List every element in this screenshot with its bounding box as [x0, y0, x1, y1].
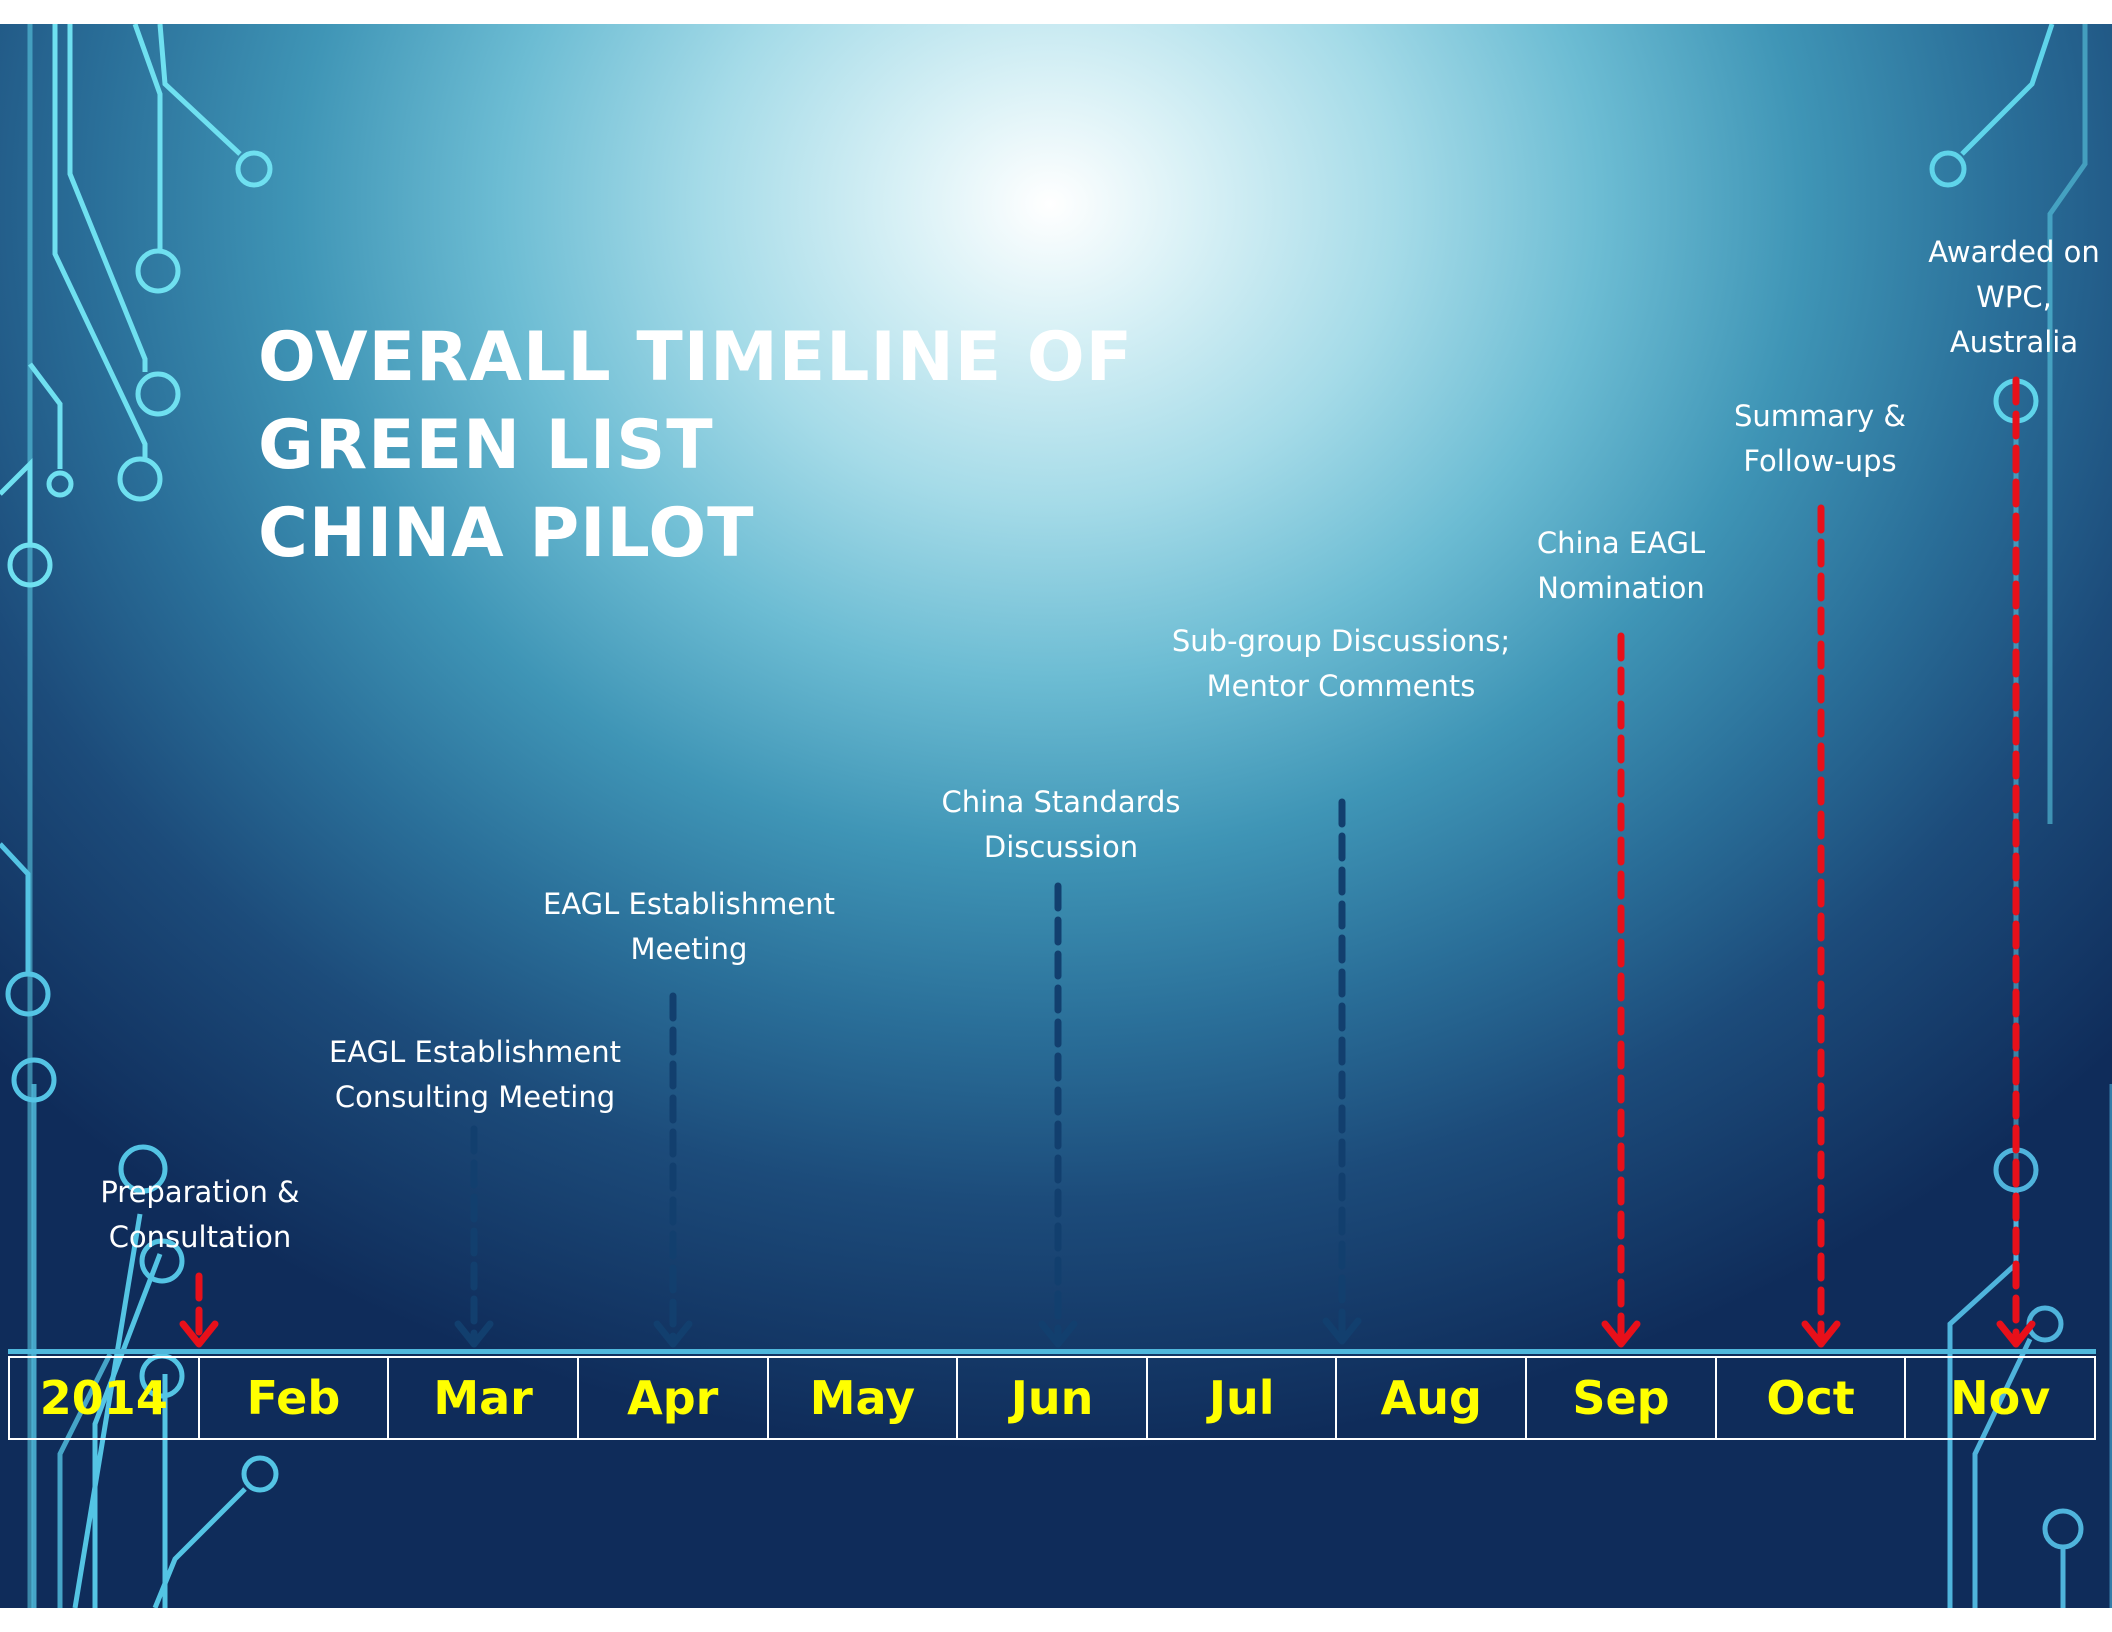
title-line: CHINA PILOT	[258, 494, 755, 573]
month-cell: Apr	[576, 1358, 767, 1438]
month-cell: Sep	[1525, 1358, 1715, 1438]
event-label-eagl-consulting: EAGL Establishment Consulting Meeting	[329, 1035, 621, 1114]
month-cell: Nov	[1904, 1358, 2094, 1438]
event-label-nomination: China EAGL Nomination	[1536, 526, 1706, 605]
month-cell: Mar	[387, 1358, 577, 1438]
arrow-nomination	[1601, 632, 1641, 1348]
event-label-eagl-meeting: EAGL Establishment Meeting	[543, 887, 835, 966]
month-cell: Feb	[197, 1358, 388, 1438]
arrow-subgroup	[1322, 798, 1362, 1345]
month-cell: Jul	[1145, 1358, 1336, 1438]
month-bar: 2014 Feb Mar Apr May Jun Jul Aug Sep Oct…	[8, 1356, 2096, 1440]
event-label-china-standards: China Standards Discussion	[941, 785, 1181, 864]
month-cell: 2014	[39, 1371, 168, 1425]
title-line: OVERALL TIMELINE OF	[258, 318, 1134, 397]
event-label-summary: Summary & Follow-ups	[1734, 399, 1906, 478]
timeline-axis-line	[8, 1349, 2096, 1354]
slide-title: OVERALL TIMELINE OF GREEN LIST CHINA PIL…	[258, 314, 1158, 578]
circuit-decoration	[0, 24, 2112, 1608]
event-label-subgroup: Sub-group Discussions; Mentor Comments	[1171, 624, 1511, 703]
month-cell: Oct	[1714, 1358, 1905, 1438]
arrow-china-standards	[1038, 882, 1078, 1348]
arrow-awarded	[1996, 376, 2036, 1348]
title-line: GREEN LIST	[258, 406, 714, 485]
event-label-awarded: Awarded on WPC, Australia	[1928, 235, 2100, 359]
event-label-preparation: Preparation & Consultation	[100, 1175, 300, 1254]
arrow-eagl-meeting	[653, 992, 693, 1348]
month-cell: Jun	[956, 1358, 1146, 1438]
arrow-preparation	[179, 1272, 219, 1348]
event-arrows	[179, 376, 2036, 1348]
arrow-summary	[1801, 504, 1841, 1348]
slide: OVERALL TIMELINE OF GREEN LIST CHINA PIL…	[0, 24, 2112, 1608]
month-cell: May	[766, 1358, 957, 1438]
arrow-eagl-consulting	[454, 1125, 494, 1348]
month-cell: Aug	[1335, 1358, 1525, 1438]
